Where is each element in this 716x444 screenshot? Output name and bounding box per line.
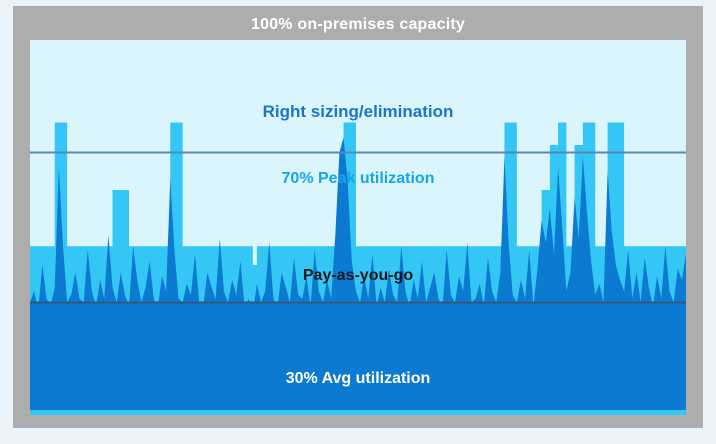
- chart-plot-area: Right sizing/elimination 70% Peak utiliz…: [30, 40, 686, 415]
- panel-bottom-strip: [30, 410, 686, 415]
- chart-title: 100% on-premises capacity: [251, 16, 465, 33]
- utilization-area-chart: [30, 122, 686, 415]
